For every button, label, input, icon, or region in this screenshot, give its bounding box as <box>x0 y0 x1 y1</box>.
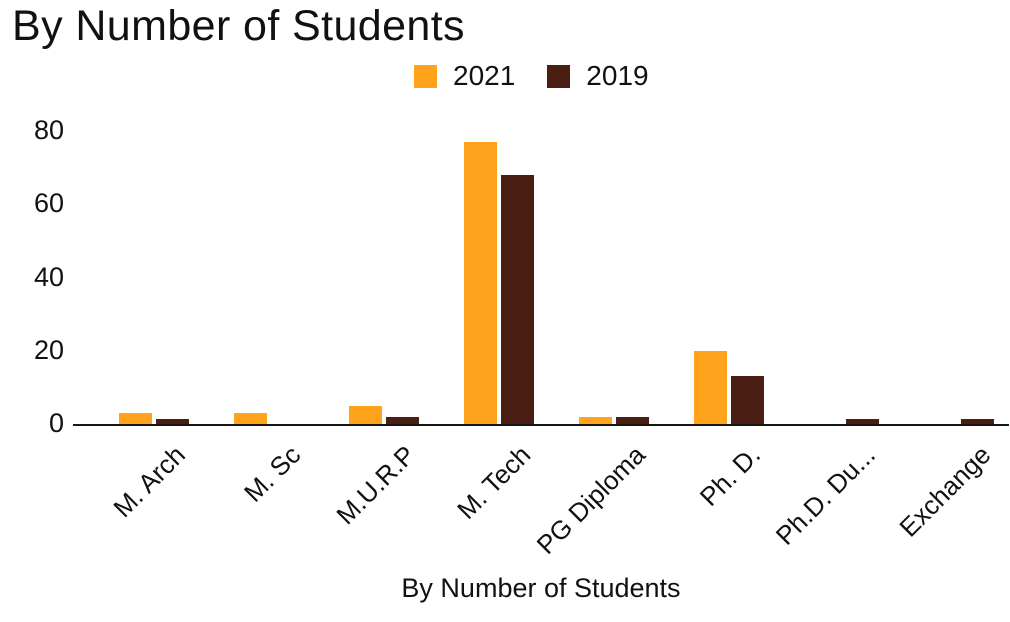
bar-2019-ph-d-du[interactable] <box>845 419 879 424</box>
legend-label-2019: 2019 <box>586 60 649 91</box>
bar-2019-m-u-r-p[interactable] <box>385 417 419 424</box>
chart-title: By Number of Students <box>12 2 465 50</box>
x-axis-title: By Number of Students <box>401 573 681 603</box>
x-axis-label-m-tech: M. Tech <box>451 439 537 525</box>
x-axis-label-exchange: Exchange <box>893 439 997 543</box>
bar-2021-m-tech[interactable] <box>463 142 497 424</box>
bar-2019-pg-diploma[interactable] <box>615 417 649 424</box>
legend-swatch-2021 <box>414 64 437 88</box>
bar-2021-ph-d[interactable] <box>693 351 727 424</box>
legend-item-2021[interactable]: 2021 <box>414 62 515 90</box>
bar-2021-m-arch[interactable] <box>118 413 152 424</box>
legend-swatch-2019 <box>547 64 571 88</box>
legend-item-2019[interactable]: 2019 <box>547 60 649 91</box>
y-tick-label-60: 60 <box>33 188 64 219</box>
y-tick-label-20: 20 <box>33 334 64 365</box>
x-axis-label-m-arch: M. Arch <box>107 439 192 524</box>
legend-label-2021: 2021 <box>453 60 516 91</box>
x-axis-label-m-u-r-p: M.U.R.P <box>330 439 422 531</box>
bar-2019-m-arch[interactable] <box>155 419 189 424</box>
y-tick-label-80: 80 <box>33 115 64 145</box>
bar-2019-exchange[interactable] <box>960 419 994 424</box>
bar-2021-m-u-r-p[interactable] <box>348 406 382 424</box>
x-axis-label-pg-diploma: PG Diploma <box>530 439 652 560</box>
y-tick-label-0: 0 <box>48 408 64 438</box>
x-axis-label-m-sc: M. Sc <box>238 439 307 508</box>
x-axis-label-ph-d-du: Ph.D. Du... <box>770 439 882 551</box>
x-axis-line <box>73 424 1009 426</box>
bar-2021-m-sc[interactable] <box>233 413 267 424</box>
bar-2019-ph-d[interactable] <box>730 376 764 424</box>
y-tick-label-40: 40 <box>33 261 64 292</box>
bar-2019-m-tech[interactable] <box>500 175 534 424</box>
legend: 2021 2019 <box>414 62 649 90</box>
x-axis-label-ph-d: Ph. D. <box>693 439 767 512</box>
bar-2021-pg-diploma[interactable] <box>578 417 612 424</box>
